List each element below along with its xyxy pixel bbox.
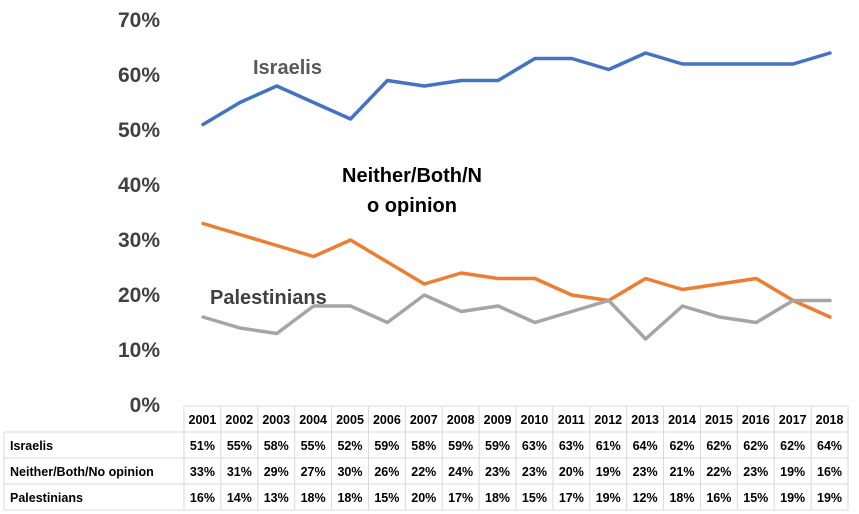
y-tick-label: 20% xyxy=(118,284,160,307)
table-cell: 62% xyxy=(780,439,805,453)
table-header-year: 2018 xyxy=(816,413,844,427)
y-tick-label: 70% xyxy=(118,9,160,32)
table-cell: 29% xyxy=(264,465,289,479)
table-cell: 62% xyxy=(669,439,694,453)
table-cell: 22% xyxy=(706,465,731,479)
table-header-year: 2017 xyxy=(779,413,807,427)
y-tick-label: 60% xyxy=(118,64,160,87)
table-header-year: 2008 xyxy=(447,413,475,427)
table-cell: 23% xyxy=(743,465,768,479)
series-label-0: Israelis xyxy=(253,57,322,79)
series-label-2: Palestinians xyxy=(210,287,327,309)
table-cell: 63% xyxy=(559,439,584,453)
series-line-0 xyxy=(201,51,832,127)
table-cell: 51% xyxy=(190,439,215,453)
table-cell: 16% xyxy=(817,465,842,479)
table-cell: 59% xyxy=(374,439,399,453)
table-header-year: 2012 xyxy=(594,413,622,427)
table-cell: 20% xyxy=(559,465,584,479)
table-header-year: 2003 xyxy=(262,413,290,427)
y-tick-label: 0% xyxy=(130,394,161,417)
table-cell: 18% xyxy=(669,491,694,505)
table-cell: 23% xyxy=(522,465,547,479)
table-cell: 14% xyxy=(227,491,252,505)
series-line-2 xyxy=(201,293,832,341)
table-cell: 19% xyxy=(817,491,842,505)
table-cell: 23% xyxy=(633,465,658,479)
table-cell: 59% xyxy=(448,439,473,453)
table-cell: 33% xyxy=(190,465,215,479)
y-axis: 0% 10% 20% 30% 40% 50% 60% 70% xyxy=(118,9,160,417)
table-cell: 59% xyxy=(485,439,510,453)
table-cell: 52% xyxy=(337,439,362,453)
table-header-year: 2001 xyxy=(189,413,217,427)
table-cell: 15% xyxy=(374,491,399,505)
table-cell: 22% xyxy=(411,465,436,479)
table-cell: 62% xyxy=(743,439,768,453)
y-tick-label: 30% xyxy=(118,229,160,252)
table-cell: 23% xyxy=(485,465,510,479)
table-cell: 17% xyxy=(559,491,584,505)
table-cell: 18% xyxy=(301,491,326,505)
y-tick-label: 40% xyxy=(118,174,160,197)
table-header-year: 2016 xyxy=(742,413,770,427)
series-lines xyxy=(201,51,832,341)
table-header-year: 2006 xyxy=(373,413,401,427)
y-tick-label: 50% xyxy=(118,119,160,142)
table-header-year: 2010 xyxy=(521,413,549,427)
table-cell: 16% xyxy=(706,491,731,505)
data-table: 2001 2002 2003 2004 2005 2006 2007 2008 2009 2010… xyxy=(3,405,849,511)
table-cell: 58% xyxy=(264,439,289,453)
table-cell: 15% xyxy=(743,491,768,505)
table-cell: 12% xyxy=(633,491,658,505)
table-header-year: 2004 xyxy=(299,413,327,427)
table-row-label: Neither/Both/No opinion xyxy=(10,465,154,479)
table-cell: 30% xyxy=(337,465,362,479)
table-cell: 20% xyxy=(411,491,436,505)
table-cell: 27% xyxy=(301,465,326,479)
table-cell: 31% xyxy=(227,465,252,479)
table-cell: 18% xyxy=(337,491,362,505)
table-header-year: 2002 xyxy=(225,413,253,427)
table-row-label: Israelis xyxy=(10,439,53,453)
series-label-1: Neither/Both/N xyxy=(342,165,482,187)
series-label-1: o opinion xyxy=(367,195,457,217)
table-cell: 16% xyxy=(190,491,215,505)
table-cell: 55% xyxy=(301,439,326,453)
table-cell: 64% xyxy=(817,439,842,453)
table-cell: 21% xyxy=(669,465,694,479)
table-cell: 24% xyxy=(448,465,473,479)
table-cell: 26% xyxy=(374,465,399,479)
table-header-year: 2007 xyxy=(410,413,438,427)
series-line-1 xyxy=(201,221,832,319)
table-cell: 18% xyxy=(485,491,510,505)
table-header-year: 2009 xyxy=(484,413,512,427)
table-header-year: 2005 xyxy=(336,413,364,427)
table-cell: 55% xyxy=(227,439,252,453)
table-header-year: 2011 xyxy=(558,413,585,427)
table-cell: 64% xyxy=(633,439,658,453)
y-tick-label: 10% xyxy=(118,339,160,362)
table-header-year: 2014 xyxy=(668,413,696,427)
table-cell: 19% xyxy=(596,465,621,479)
table-cell: 19% xyxy=(780,465,805,479)
table-cell: 58% xyxy=(411,439,436,453)
table-cell: 63% xyxy=(522,439,547,453)
table-header-year: 2013 xyxy=(631,413,659,427)
table-header-year: 2015 xyxy=(705,413,733,427)
series-labels: Israelis Neither/Both/N o opinion Palestini… xyxy=(210,57,482,309)
table-row-label: Palestinians xyxy=(10,491,83,505)
table-cell: 17% xyxy=(448,491,473,505)
table-cell: 62% xyxy=(706,439,731,453)
table-cell: 13% xyxy=(264,491,289,505)
table-cell: 19% xyxy=(596,491,621,505)
table-cell: 61% xyxy=(596,439,621,453)
table-cell: 15% xyxy=(522,491,547,505)
table-cell: 19% xyxy=(780,491,805,505)
